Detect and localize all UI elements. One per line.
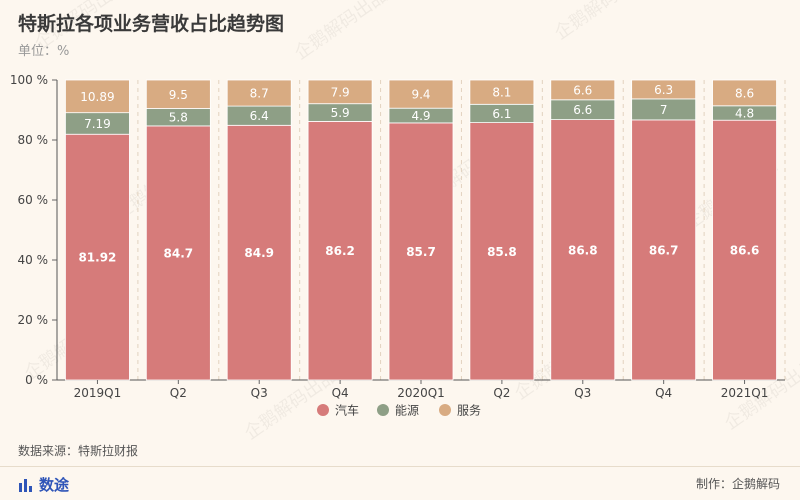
maker-credit: 制作：企鹅解码 [695,477,780,491]
bar-segment[interactable] [388,79,454,109]
data-source: 数据来源：特斯拉财报 [18,444,139,458]
footer-divider [0,466,800,467]
x-tick-label: Q3 [574,386,591,400]
data-label: 4.8 [735,107,754,121]
data-label: 86.7 [649,243,679,257]
bar-segment[interactable] [469,122,535,381]
data-label: 9.5 [169,88,188,102]
watermark-text: 企鹅解码出品 [291,0,392,64]
x-tick-label: Q4 [655,386,672,400]
x-tick-label: 2021Q1 [721,386,769,400]
bar-segment[interactable] [307,121,373,381]
legend-marker[interactable] [377,404,389,416]
y-tick-label: 60 % [18,193,49,207]
data-label: 7.9 [331,85,350,99]
data-label: 86.6 [730,244,760,258]
data-label: 4.9 [411,109,430,123]
data-label: 84.7 [164,246,194,260]
data-label: 6.6 [573,83,592,97]
legend-marker[interactable] [439,404,451,416]
bar-segment[interactable] [226,124,292,381]
data-label: 6.1 [492,107,511,121]
data-label: 10.89 [80,90,114,104]
bar-segment[interactable] [388,122,454,381]
x-tick-label: Q2 [493,386,510,400]
data-label: 84.9 [244,246,274,260]
legend-marker[interactable] [317,404,329,416]
bar-segment[interactable] [65,79,130,114]
unit-label: 单位：% [18,44,70,59]
data-label: 6.4 [250,109,269,123]
y-tick-label: 80 % [18,133,49,147]
data-label: 8.7 [250,87,269,101]
watermark-text: 企鹅解码出品 [31,0,132,54]
y-tick-label: 20 % [18,313,49,327]
data-label: 85.7 [406,245,436,259]
data-label: 6.3 [654,83,673,97]
bar-segment[interactable] [469,79,535,105]
data-label: 8.6 [735,86,754,100]
bar-segment[interactable] [65,133,130,381]
legend-label[interactable]: 服务 [457,403,481,418]
bar-segment[interactable] [712,79,777,107]
chart-title: 特斯拉各项业务营收占比趋势图 [18,13,285,35]
bar-segment[interactable] [145,125,211,381]
data-label: 7.19 [84,117,111,131]
brand-logo: 数途 [18,474,69,495]
legend-label[interactable]: 汽车 [335,403,359,418]
data-label: 7 [660,103,668,117]
data-label: 6.6 [573,103,592,117]
data-label: 81.92 [78,251,116,265]
data-label: 85.8 [487,245,517,259]
data-label: 86.8 [568,243,598,257]
brand-name: 数途 [39,476,70,494]
legend-label[interactable]: 能源 [395,404,419,418]
x-tick-label: 2020Q1 [397,386,445,400]
data-label: 86.2 [325,244,355,258]
bar-chart-icon [19,478,32,492]
x-tick-label: Q4 [332,386,349,400]
x-tick-label: Q3 [251,386,268,400]
data-label: 9.4 [411,88,430,102]
x-tick-label: Q2 [170,386,187,400]
data-label: 5.8 [169,111,188,125]
data-label: 5.9 [331,106,350,120]
bar-segment[interactable] [145,79,211,109]
y-tick-label: 40 % [18,253,49,267]
x-tick-label: 2019Q1 [74,386,122,400]
bar-segment[interactable] [550,119,616,381]
bar-segment[interactable] [631,79,697,100]
bar-segment[interactable] [712,119,777,381]
bar-segment[interactable] [226,79,292,107]
y-tick-label: 0 % [25,373,48,387]
y-tick-label: 100 % [10,73,48,87]
watermark-text: 企鹅解码出品 [551,0,652,44]
bar-segment[interactable] [550,79,616,101]
data-label: 8.1 [492,86,511,100]
bar-segment[interactable] [307,79,373,105]
